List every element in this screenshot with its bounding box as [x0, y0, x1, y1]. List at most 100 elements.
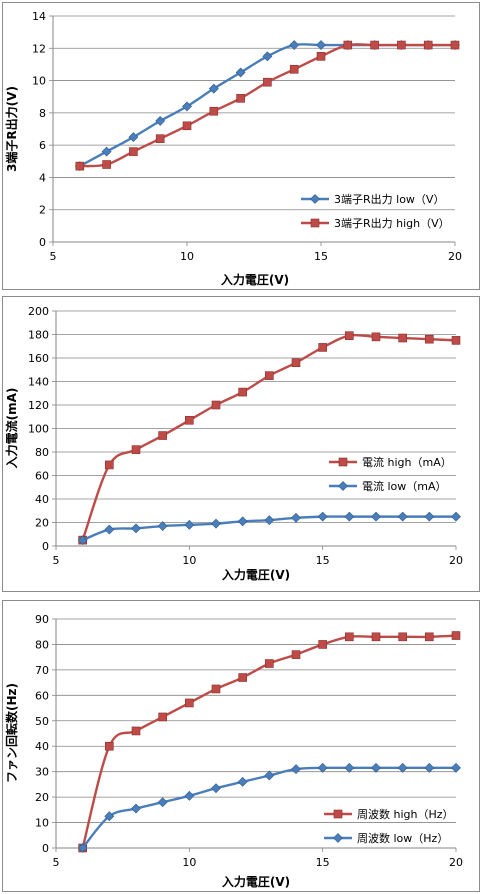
x-tick-label: 5 — [50, 250, 57, 263]
data-point — [157, 797, 168, 808]
x-tick-label: 20 — [448, 250, 462, 263]
data-point — [291, 764, 301, 775]
data-point — [238, 673, 247, 682]
data-point — [317, 511, 328, 522]
legend-label: 周波数 low（Hz） — [357, 832, 448, 845]
data-point — [264, 770, 275, 781]
data-point — [77, 535, 88, 546]
data-point — [265, 371, 274, 380]
y-tick-label: 14 — [32, 10, 46, 23]
x-axis-title: 入力電圧(V) — [222, 874, 290, 889]
legend-marker — [338, 457, 348, 467]
chart-input-current: 0 20 40 60 80 100 120 140 160 180 200 5 10 15 20 入力電圧(V… — [4, 305, 463, 582]
data-point — [262, 51, 273, 62]
y-tick-label: 20 — [35, 517, 49, 530]
y-axis-title: 3端子R出力(V) — [4, 86, 19, 172]
data-point — [289, 64, 299, 74]
data-point — [184, 790, 195, 801]
data-point — [371, 511, 381, 522]
series-0 — [78, 331, 461, 545]
series-1 — [77, 762, 461, 853]
y-tick-label: 180 — [28, 329, 49, 342]
data-point — [77, 843, 88, 853]
data-point — [451, 336, 461, 345]
data-point — [211, 400, 221, 410]
data-point — [371, 762, 381, 773]
y-tick-label: 90 — [35, 613, 49, 626]
data-point — [104, 811, 115, 822]
data-point — [185, 698, 194, 708]
data-point — [235, 67, 246, 78]
data-point — [263, 77, 272, 87]
chart-regulator-output: 0 2 4 6 8 10 12 14 5 10 15 20 入力電圧(V) 3端子R出力(V) 3端子R出力… — [4, 10, 462, 287]
data-point — [291, 650, 301, 659]
data-point — [424, 762, 435, 773]
data-point — [397, 511, 408, 522]
data-point — [211, 518, 221, 529]
data-point — [425, 632, 434, 642]
data-point — [209, 106, 219, 116]
x-tick-label: 5 — [53, 856, 60, 869]
legend-marker — [333, 833, 343, 843]
data-point — [264, 515, 275, 526]
chart-fan-speed: 0 10 20 30 40 50 60 70 80 90 5 10 15 20 入力電圧(V) ファン回転数(… — [4, 613, 463, 889]
y-tick-label: 120 — [28, 399, 49, 412]
data-point — [451, 762, 461, 773]
data-point — [128, 132, 139, 142]
data-point — [371, 332, 381, 342]
legend-marker — [310, 218, 320, 228]
y-tick-label: 80 — [35, 446, 49, 459]
data-point — [318, 640, 327, 649]
data-point — [343, 40, 353, 50]
legend-marker — [310, 194, 320, 204]
data-point — [105, 741, 114, 751]
data-point — [370, 40, 379, 50]
y-tick-label: 160 — [28, 352, 49, 365]
series-1 — [75, 40, 460, 171]
y-tick-label: 2 — [39, 204, 46, 217]
y-tick-label: 0 — [42, 540, 49, 553]
data-point — [185, 415, 194, 425]
y-tick-label: 12 — [32, 42, 46, 55]
y-tick-label: 10 — [35, 817, 49, 830]
data-point — [291, 512, 301, 523]
y-tick-label: 40 — [35, 740, 49, 753]
plot-area — [53, 16, 455, 242]
data-point — [424, 511, 435, 522]
series-0 — [78, 631, 461, 853]
data-point — [237, 776, 248, 787]
x-tick-label: 5 — [53, 554, 60, 567]
y-tick-label: 200 — [28, 305, 49, 318]
x-axis-title: 入力電圧(V) — [222, 567, 290, 582]
data-point — [155, 134, 165, 143]
x-tick-label: 10 — [180, 250, 194, 263]
data-point — [423, 40, 433, 50]
data-point — [397, 40, 406, 50]
series-1 — [77, 511, 461, 546]
data-point — [157, 521, 168, 531]
data-point — [184, 519, 195, 530]
data-point — [398, 632, 407, 642]
data-point — [131, 726, 141, 736]
y-tick-label: 60 — [35, 470, 49, 483]
data-point — [397, 762, 408, 773]
data-point — [102, 160, 111, 169]
data-point — [316, 52, 326, 61]
data-point — [208, 83, 219, 94]
x-tick-label: 20 — [449, 856, 463, 869]
data-point — [238, 387, 247, 397]
data-point — [344, 511, 355, 522]
data-point — [344, 762, 355, 773]
y-tick-label: 70 — [35, 664, 49, 677]
data-point — [316, 40, 326, 50]
x-tick-label: 15 — [316, 856, 330, 869]
x-tick-label: 15 — [316, 554, 330, 567]
data-point — [317, 762, 328, 773]
x-tick-label: 15 — [314, 250, 328, 263]
legend-label: 電流 low（mA） — [362, 479, 447, 493]
y-tick-label: 4 — [39, 171, 46, 184]
legend-label: 電流 high（mA） — [362, 455, 452, 469]
y-tick-label: 80 — [35, 638, 49, 651]
y-tick-label: 0 — [39, 236, 46, 249]
data-point — [158, 431, 167, 440]
